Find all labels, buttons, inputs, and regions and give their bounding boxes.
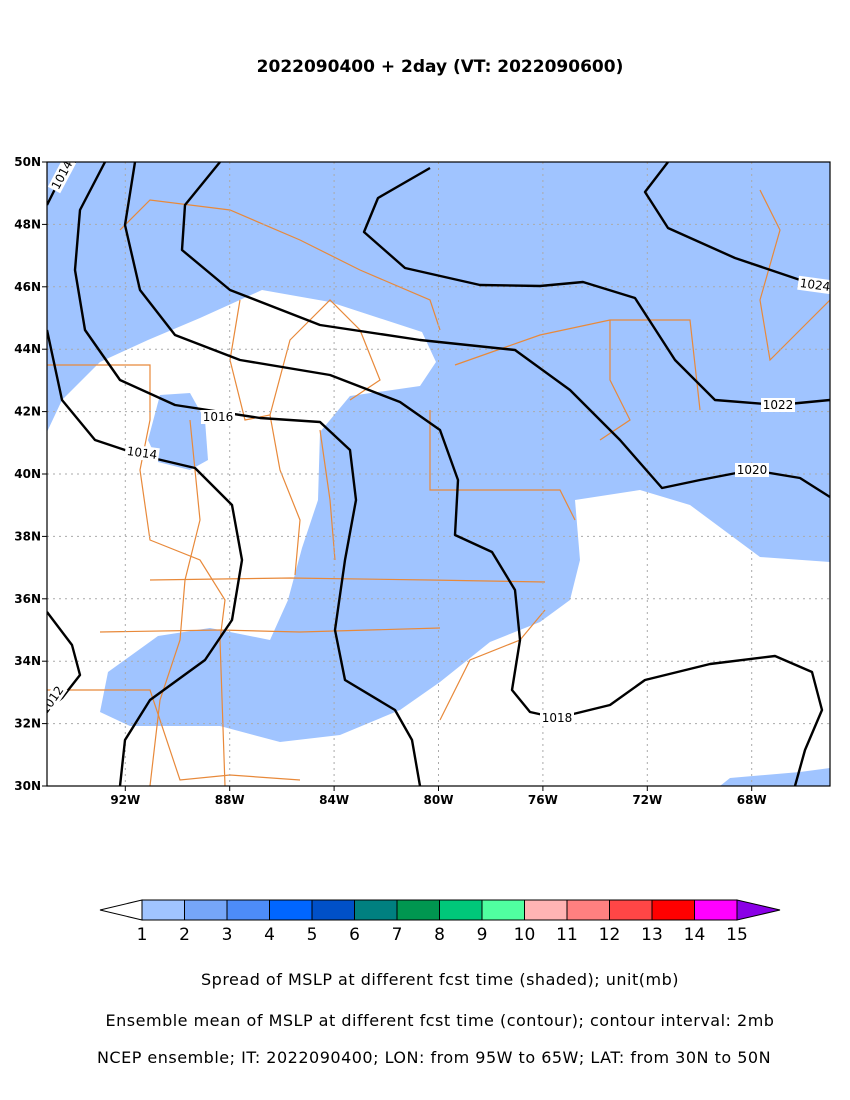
- color-box: [226, 899, 270, 921]
- color-box: [396, 899, 440, 921]
- caption: Spread of MSLP at different fcst time (s…: [201, 970, 679, 989]
- contour-value: 1018: [542, 711, 573, 725]
- color-box: [694, 899, 738, 921]
- x-tick-label: 68W: [737, 793, 767, 807]
- x-tick-label: 92W: [110, 793, 140, 807]
- color-box: [651, 899, 695, 921]
- colorbar-label: 9: [477, 925, 488, 945]
- border: [99, 627, 441, 633]
- y-tick-label: 48N: [14, 217, 41, 231]
- contour-label: 1024: [797, 275, 831, 295]
- y-tick-label: 30N: [14, 779, 41, 793]
- over-triangle: [736, 899, 781, 921]
- y-tick-label: 34N: [14, 654, 41, 668]
- contour-label: 1016: [201, 410, 235, 424]
- label-box: [761, 398, 795, 412]
- y-tick-label: 36N: [14, 592, 41, 606]
- contour-label: 1014: [124, 443, 160, 463]
- colorbar-label: 14: [684, 925, 706, 945]
- colorbar-label: 5: [307, 925, 318, 945]
- y-tick-label: 38N: [14, 529, 41, 543]
- contour-label: 1020: [735, 463, 769, 477]
- y-tick-label: 32N: [14, 717, 41, 731]
- color-box: [269, 899, 313, 921]
- contour-value: 1022: [763, 398, 794, 412]
- label-box: [47, 682, 68, 718]
- x-tick-label: 84W: [319, 793, 349, 807]
- contour-line: [123, 162, 824, 786]
- contour-line: [47, 329, 244, 786]
- label-box: [735, 463, 769, 477]
- contour-value: 1014: [126, 444, 158, 462]
- color-box: [481, 899, 525, 921]
- x-tick-label: 80W: [424, 793, 454, 807]
- x-tick-label: 88W: [215, 793, 245, 807]
- color-box: [311, 899, 355, 921]
- spread-area: [720, 768, 830, 786]
- contour-value: 1020: [737, 463, 768, 477]
- contour-label: 1022: [761, 398, 795, 412]
- colorbar: 1 2 3 4 5 6 7 8 9 10 11 12 13 14 15: [99, 899, 781, 945]
- color-box: [566, 899, 610, 921]
- colorbar-label: 10: [514, 925, 536, 945]
- colorbar-label: 8: [434, 925, 445, 945]
- caption: Ensemble mean of MSLP at different fcst …: [106, 1011, 775, 1030]
- under-triangle: [99, 899, 143, 921]
- border: [319, 429, 336, 561]
- borders: [47, 189, 830, 786]
- color-box: [524, 899, 568, 921]
- x-tick-label: 76W: [528, 793, 558, 807]
- label-box: [124, 443, 160, 463]
- colorbar-label: 4: [264, 925, 275, 945]
- border: [149, 419, 201, 786]
- title: 2022090400 + 2day (VT: 2022090600): [257, 57, 624, 77]
- colorbar-label: 2: [179, 925, 190, 945]
- axes: 92W 88W 84W 80W 76W 72W 68W 30N 32N 34N 36N 38N 40N 4…: [14, 155, 766, 807]
- colorbar-label: 15: [726, 925, 748, 945]
- colorbar-label: 12: [599, 925, 621, 945]
- color-box: [439, 899, 483, 921]
- border: [599, 320, 631, 441]
- border: [47, 364, 226, 786]
- border: [429, 410, 576, 521]
- border: [149, 577, 546, 583]
- label-box: [797, 275, 830, 295]
- y-tick-label: 44N: [14, 342, 41, 356]
- colorbar-label: 1: [137, 925, 148, 945]
- border: [229, 299, 381, 421]
- colorbar-label: 3: [222, 925, 233, 945]
- contour-value: 1016: [203, 410, 234, 424]
- label-box: [540, 711, 574, 725]
- colorbar-label: 11: [556, 925, 578, 945]
- x-tick-label: 72W: [632, 793, 662, 807]
- color-box: [141, 899, 185, 921]
- y-tick-label: 40N: [14, 467, 41, 481]
- contour-line: [362, 166, 830, 407]
- contour-value: 1024: [799, 276, 831, 294]
- border: [759, 189, 830, 362]
- label-box: [47, 162, 77, 194]
- border: [439, 609, 546, 721]
- y-tick-label: 42N: [14, 405, 41, 419]
- border: [119, 199, 441, 331]
- color-box: [354, 899, 398, 921]
- y-tick-label: 50N: [14, 155, 41, 169]
- y-tick-label: 46N: [14, 280, 41, 294]
- border: [47, 689, 301, 781]
- color-box: [184, 899, 228, 921]
- border: [269, 414, 301, 576]
- contour-line: [73, 162, 422, 786]
- label-box: [201, 410, 235, 424]
- colorbar-label: 13: [641, 925, 663, 945]
- color-box: [609, 899, 653, 921]
- grid: [47, 162, 830, 786]
- contour-label: 1018: [540, 711, 574, 725]
- caption: NCEP ensemble; IT: 2022090400; LON: from…: [97, 1048, 771, 1067]
- colorbar-label: 6: [349, 925, 360, 945]
- colorbar-label: 7: [392, 925, 403, 945]
- contour-label: 1012: [47, 682, 68, 718]
